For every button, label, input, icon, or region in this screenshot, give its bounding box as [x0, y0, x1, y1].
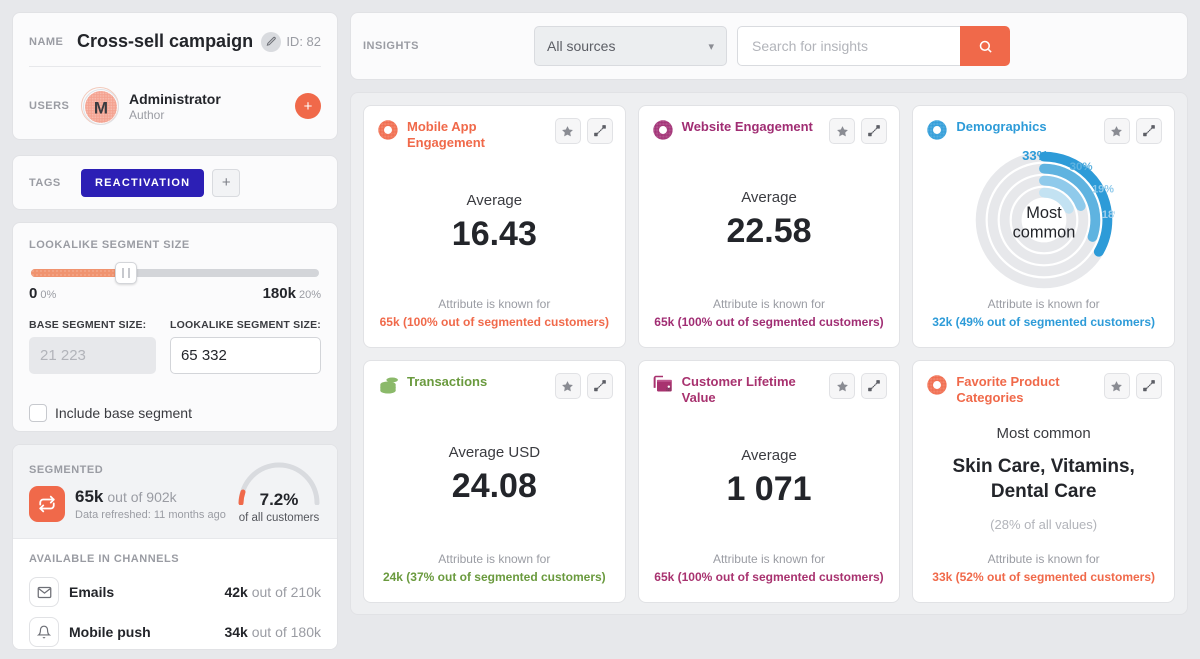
svg-text:33%: 33% — [1022, 149, 1049, 163]
svg-text:18%: 18% — [1102, 208, 1115, 220]
svg-text:Most: Most — [1026, 203, 1062, 221]
svg-text:common: common — [1012, 223, 1075, 241]
svg-text:19%: 19% — [1092, 183, 1114, 195]
svg-text:M: M — [94, 99, 108, 118]
svg-text:30%: 30% — [1069, 160, 1092, 172]
